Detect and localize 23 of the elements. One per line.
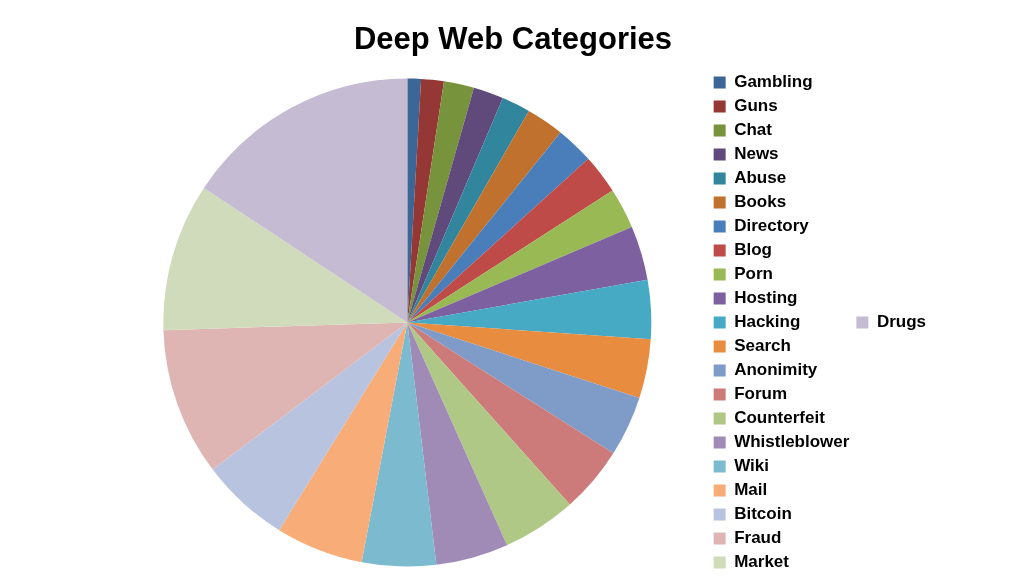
legend-label: Whistleblower (734, 432, 850, 452)
legend-label: Guns (734, 96, 778, 116)
legend-label: Hacking (734, 312, 801, 332)
legend-label: News (734, 144, 779, 164)
legend-label: Wiki (734, 456, 769, 476)
legend-label: Anonimity (734, 360, 818, 380)
legend-label: Gambling (734, 72, 813, 92)
legend-label: Directory (734, 216, 810, 236)
legend-label: Fraud (734, 528, 782, 548)
legend-label: Porn (734, 264, 773, 284)
legend-label: Books (734, 192, 787, 212)
legend-label: Hosting (734, 288, 798, 308)
legend-label: Abuse (734, 168, 787, 188)
legend-label: Search (734, 336, 791, 356)
legend-label: Blog (734, 240, 772, 260)
legend-label: Counterfeit (734, 408, 826, 428)
legend-label: Bitcoin (734, 504, 792, 524)
legend-label: Forum (734, 384, 788, 404)
legend-label: Mail (734, 480, 768, 500)
chart-title: Deep Web Categories (353, 20, 673, 56)
legend-label: Chat (734, 120, 773, 140)
legend-label: Market (734, 552, 790, 572)
legend-label: Drugs (876, 312, 927, 332)
